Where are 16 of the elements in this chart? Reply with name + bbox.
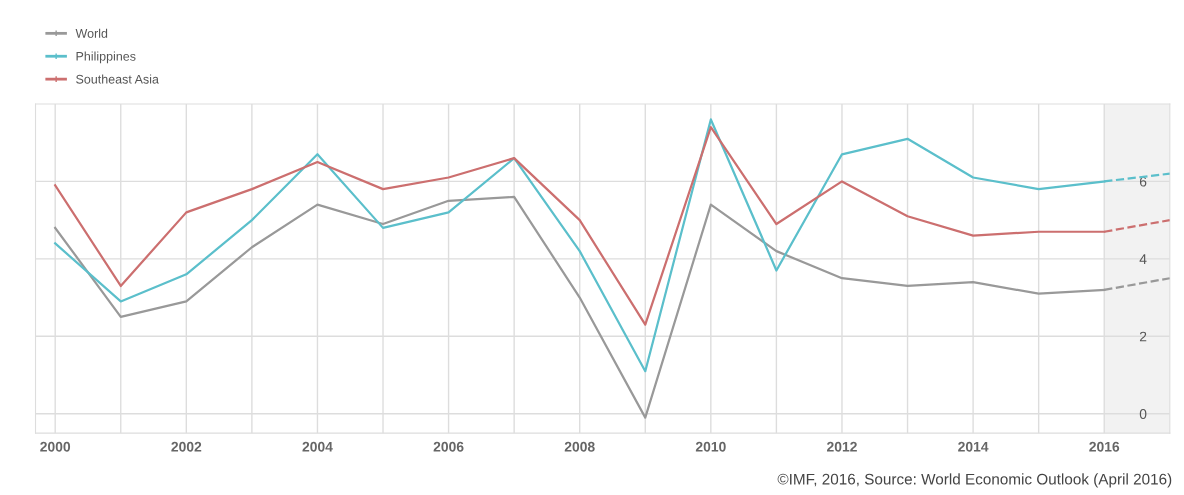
y-tick-label: 4 [1139,254,1147,264]
y-tick-label: 2 [1139,331,1147,342]
legend-label: World [75,28,108,38]
x-tick-label: 2010 [695,441,726,452]
x-tick-label: 2004 [302,441,333,452]
legend-label: Southeast Asia [76,74,159,84]
x-tick-label: 2000 [40,441,71,452]
x-tick-label: 2012 [827,441,857,452]
y-tick-label: 0 [1139,409,1147,419]
text: ©IMF, 2016, Source: World Economic Outlook (April 2016) [777,473,1172,488]
x-tick-label: 2008 [564,441,595,452]
x-tick-label: 2002 [171,441,202,452]
x-tick-label: 2006 [433,441,464,452]
legend-label: Philippines [76,51,136,64]
x-tick-label: 2016 [1089,441,1120,452]
x-tick-label: 2014 [958,441,989,452]
